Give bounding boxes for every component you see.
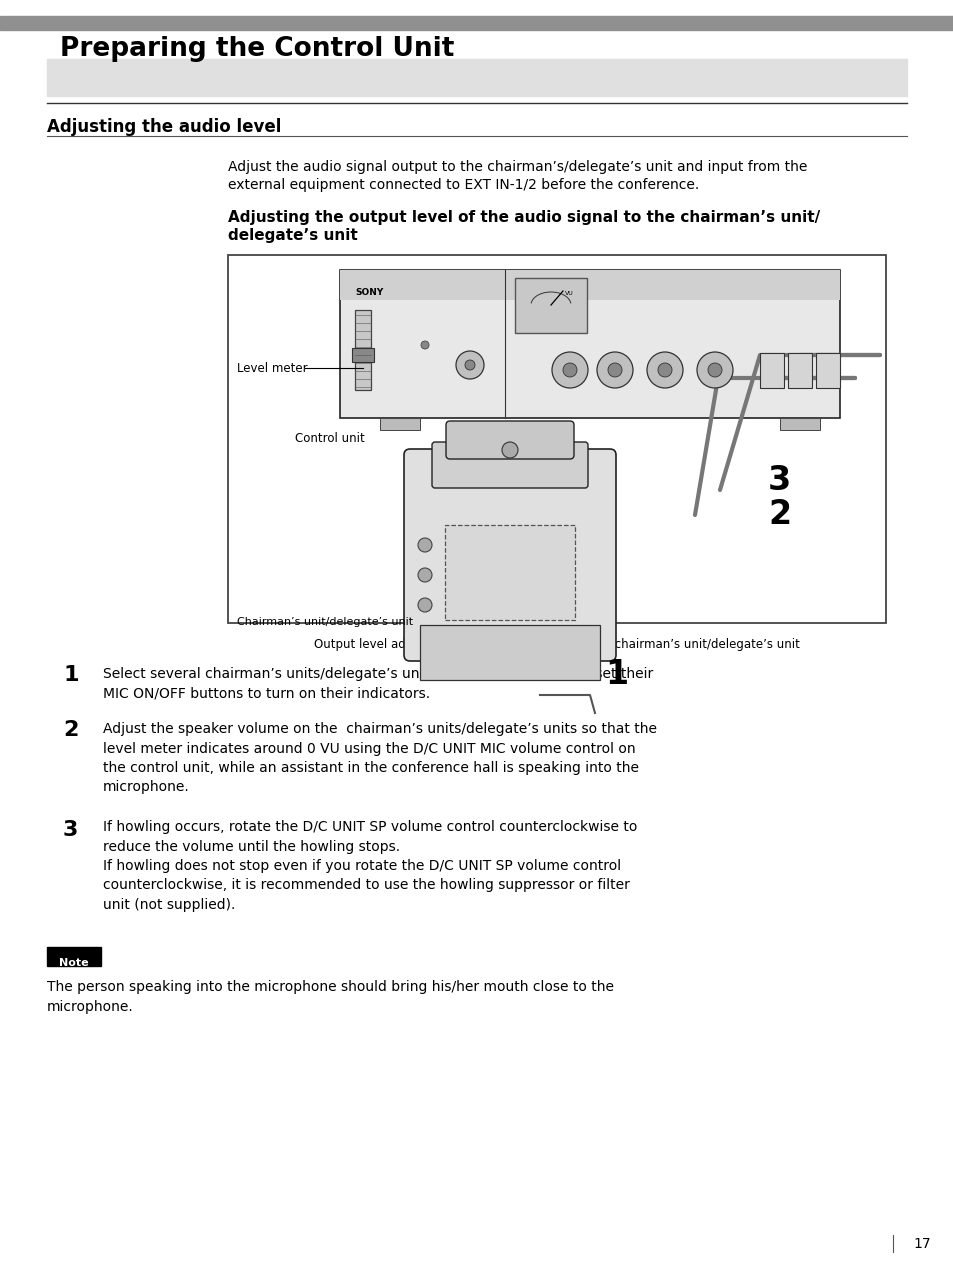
Text: Preparing the Control Unit: Preparing the Control Unit (60, 36, 454, 62)
Text: Level meter: Level meter (236, 361, 307, 374)
Bar (355, 310, 371, 391)
Bar (47, 59, 906, 95)
Bar (787, 354, 811, 388)
Text: Control unit: Control unit (294, 432, 364, 445)
Bar (515, 279, 586, 333)
Text: SONY: SONY (355, 287, 383, 296)
Text: Adjust the speaker volume on the  chairman’s units/delegate’s units so that the
: Adjust the speaker volume on the chairma… (103, 722, 657, 795)
Text: 1: 1 (63, 665, 78, 686)
Circle shape (697, 352, 732, 388)
FancyBboxPatch shape (432, 441, 587, 488)
FancyBboxPatch shape (403, 449, 616, 661)
Text: external equipment connected to EXT IN-1/2 before the conference.: external equipment connected to EXT IN-1… (228, 178, 699, 192)
Bar (339, 270, 840, 300)
Bar (47, 946, 101, 965)
Bar (419, 625, 599, 681)
Text: 2: 2 (767, 499, 790, 532)
Text: Note: Note (59, 958, 89, 968)
Circle shape (417, 598, 432, 612)
Text: 2: 2 (63, 720, 78, 740)
Text: 3: 3 (63, 820, 78, 840)
Circle shape (607, 363, 621, 377)
Circle shape (658, 363, 671, 377)
Bar (444, 525, 575, 619)
Circle shape (597, 352, 633, 388)
Text: Adjusting the audio level: Adjusting the audio level (47, 118, 281, 136)
Text: If howling occurs, rotate the D/C UNIT SP volume control counterclockwise to
red: If howling occurs, rotate the D/C UNIT S… (103, 820, 637, 912)
Circle shape (501, 441, 517, 458)
Circle shape (456, 351, 483, 379)
Circle shape (562, 363, 577, 377)
FancyBboxPatch shape (446, 421, 574, 459)
Text: Select several chairman’s units/delegate’s units placed in the hall and set thei: Select several chairman’s units/delegate… (103, 667, 653, 701)
Bar (760, 354, 783, 388)
Text: delegate’s unit: delegate’s unit (228, 228, 357, 243)
Circle shape (464, 360, 475, 370)
Bar (780, 418, 820, 430)
Text: Chairman’s unit/delegate’s unit: Chairman’s unit/delegate’s unit (236, 617, 413, 627)
Text: Adjust the audio signal output to the chairman’s/delegate’s unit and input from : Adjust the audio signal output to the ch… (228, 160, 806, 174)
Bar (0, 17, 953, 31)
Text: 3: 3 (767, 463, 790, 496)
Circle shape (707, 363, 721, 377)
Text: 1: 1 (604, 659, 627, 692)
Bar (339, 270, 840, 418)
Circle shape (417, 538, 432, 552)
Bar (352, 349, 374, 363)
Text: VU: VU (564, 291, 573, 296)
Circle shape (420, 341, 429, 349)
Text: Output level adjustment of the audio signal to the chairman’s unit/delegate’s un: Output level adjustment of the audio sig… (314, 639, 800, 651)
Circle shape (646, 352, 682, 388)
Circle shape (552, 352, 587, 388)
Text: 17: 17 (912, 1236, 930, 1250)
Text: Adjusting the output level of the audio signal to the chairman’s unit/: Adjusting the output level of the audio … (228, 210, 820, 225)
Bar (228, 254, 885, 623)
Bar (815, 354, 840, 388)
Circle shape (417, 569, 432, 583)
Bar (379, 418, 419, 430)
Text: The person speaking into the microphone should bring his/her mouth close to the
: The person speaking into the microphone … (47, 979, 614, 1014)
